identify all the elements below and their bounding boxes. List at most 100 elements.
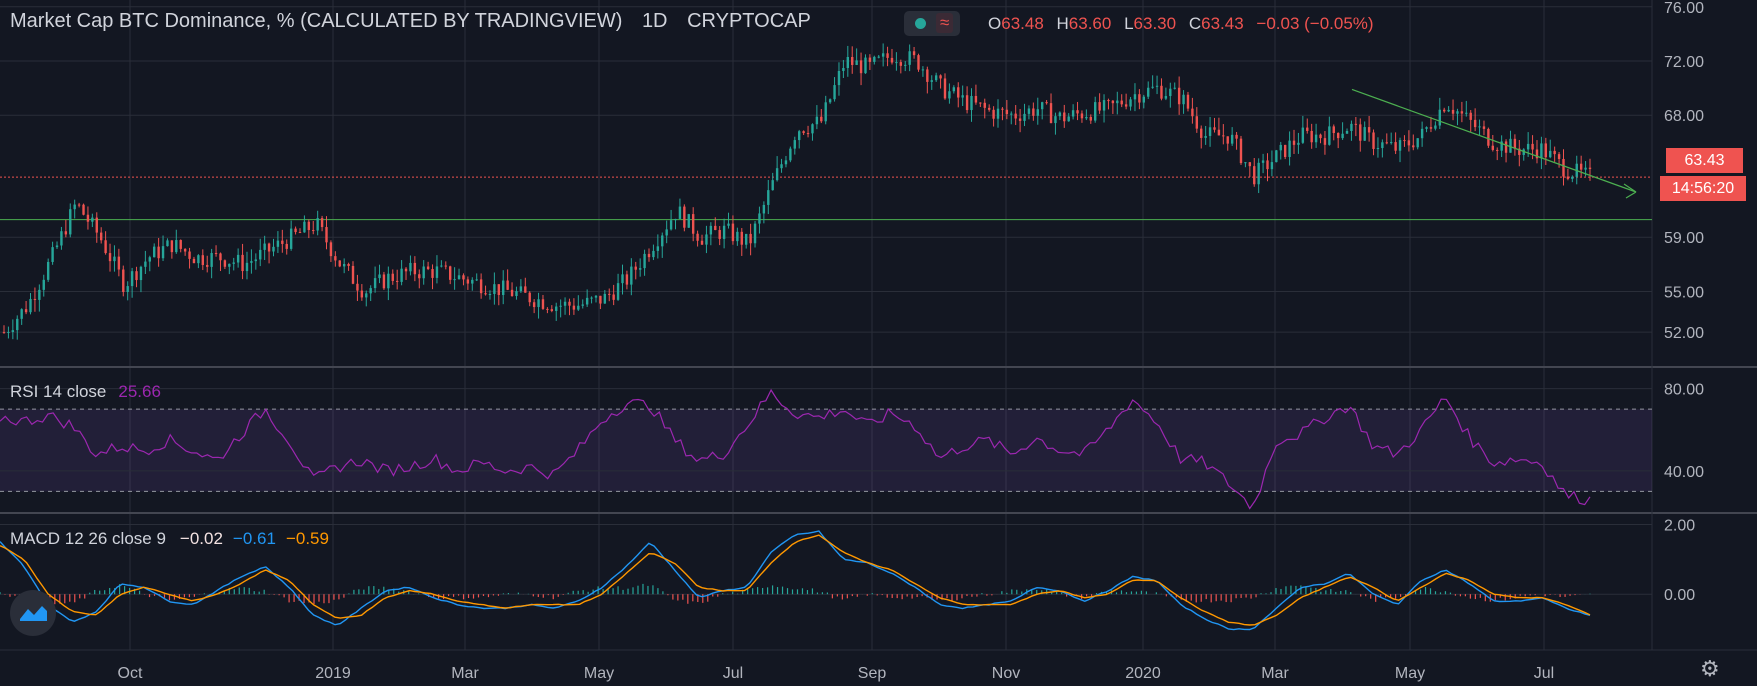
- candle-body: [250, 261, 253, 263]
- candle-body: [1120, 100, 1123, 105]
- rsi-legend[interactable]: RSI 14 close 25.66: [10, 382, 161, 402]
- candle-body: [802, 131, 805, 134]
- candle-body: [873, 56, 876, 62]
- candle-body: [365, 293, 368, 298]
- candle-body: [1283, 144, 1287, 157]
- candle-body: [868, 57, 872, 62]
- candle-body: [1412, 145, 1415, 148]
- x-tick-label: Mar: [451, 665, 479, 682]
- candle-body: [1151, 86, 1154, 88]
- candle-body: [378, 274, 381, 279]
- candle-body: [347, 263, 350, 266]
- candle-body: [696, 233, 699, 241]
- y-tick-label: 52.00: [1664, 325, 1704, 342]
- candle-body: [475, 279, 478, 281]
- candle-body: [594, 295, 598, 298]
- candle-body: [422, 266, 425, 279]
- rsi-value: 25.66: [118, 382, 161, 401]
- candle-body: [1292, 140, 1296, 145]
- candle-body: [1531, 143, 1534, 150]
- status-pill[interactable]: ≈: [904, 11, 960, 36]
- candle-body: [983, 102, 986, 108]
- candle-body: [108, 253, 112, 262]
- rsi-y-tick-label: 80.00: [1664, 382, 1704, 399]
- candle-body: [449, 266, 452, 280]
- candle-body: [263, 243, 266, 250]
- candle-body: [851, 56, 854, 65]
- candle-body: [298, 232, 302, 234]
- candle-body: [948, 91, 951, 99]
- tradingview-logo-icon[interactable]: [10, 590, 56, 636]
- candle-body: [1195, 116, 1199, 129]
- candles: [2, 43, 1592, 340]
- candle-body: [356, 283, 359, 291]
- candle-body: [1500, 141, 1503, 151]
- countdown-tag: 14:56:20: [1660, 176, 1746, 201]
- candle-body: [1248, 162, 1252, 167]
- candle-body: [38, 289, 41, 300]
- candle-body: [245, 262, 249, 272]
- candle-body: [1438, 109, 1441, 126]
- candle-body: [1443, 109, 1446, 112]
- candle-body: [1173, 87, 1176, 89]
- candle-body: [285, 243, 288, 249]
- candle-body: [683, 206, 686, 228]
- candle-body: [113, 256, 116, 262]
- candle-body: [42, 279, 45, 290]
- candle-body: [1354, 123, 1358, 125]
- candle-body: [987, 107, 991, 110]
- candle-body: [1169, 88, 1172, 97]
- candle-body: [166, 240, 169, 247]
- wave-icon[interactable]: ≈: [936, 13, 954, 33]
- candle-body: [493, 284, 496, 294]
- x-tick-label: Jul: [1534, 665, 1554, 682]
- candle-body: [546, 308, 549, 310]
- candle-body: [519, 286, 523, 292]
- candle-body: [1160, 85, 1163, 99]
- candle-body: [413, 262, 417, 275]
- candle-body: [1177, 87, 1181, 105]
- interval-label[interactable]: 1D: [641, 10, 668, 32]
- candle-body: [585, 297, 589, 305]
- y-tick-label: 55.00: [1664, 284, 1704, 301]
- candle-body: [223, 260, 227, 267]
- candle-body: [1058, 112, 1062, 117]
- candle-body: [210, 253, 213, 267]
- candle-body: [139, 266, 143, 281]
- candle-body: [515, 291, 518, 297]
- x-tick-label: Sep: [858, 665, 887, 682]
- gear-icon[interactable]: ⚙: [1700, 656, 1720, 681]
- candle-body: [859, 60, 863, 74]
- candle-body: [775, 168, 779, 181]
- candle-body: [1027, 108, 1031, 114]
- candle-body: [1071, 110, 1075, 117]
- candle-body: [608, 293, 611, 295]
- candle-body: [674, 218, 677, 221]
- candle-body: [1328, 126, 1331, 145]
- macd-legend[interactable]: MACD 12 26 close 9 −0.02 −0.61 −0.59: [10, 529, 329, 549]
- candle-body: [881, 53, 885, 57]
- candle-body: [1425, 127, 1428, 129]
- candle-body: [824, 102, 827, 122]
- candle-body: [1372, 132, 1375, 149]
- rsi-y-tick-label: 40.00: [1664, 464, 1704, 481]
- candle-body: [1094, 102, 1097, 121]
- candle-body: [1213, 127, 1216, 130]
- candle-body: [1469, 112, 1472, 120]
- candle-body: [1217, 129, 1221, 136]
- candle-body: [1526, 143, 1530, 150]
- candle-body: [294, 228, 297, 233]
- candle-body: [890, 57, 894, 63]
- candle-body: [1509, 138, 1512, 153]
- candle-body: [599, 295, 602, 304]
- rsi-name: RSI 14 close: [10, 382, 107, 401]
- candle-body: [1456, 111, 1459, 114]
- candle-body: [325, 227, 328, 243]
- close-label: C: [1188, 14, 1202, 33]
- candle-body: [329, 242, 333, 257]
- candle-body: [899, 62, 903, 66]
- candle-body: [1067, 116, 1070, 122]
- candle-body: [731, 223, 735, 242]
- candle-body: [228, 263, 231, 267]
